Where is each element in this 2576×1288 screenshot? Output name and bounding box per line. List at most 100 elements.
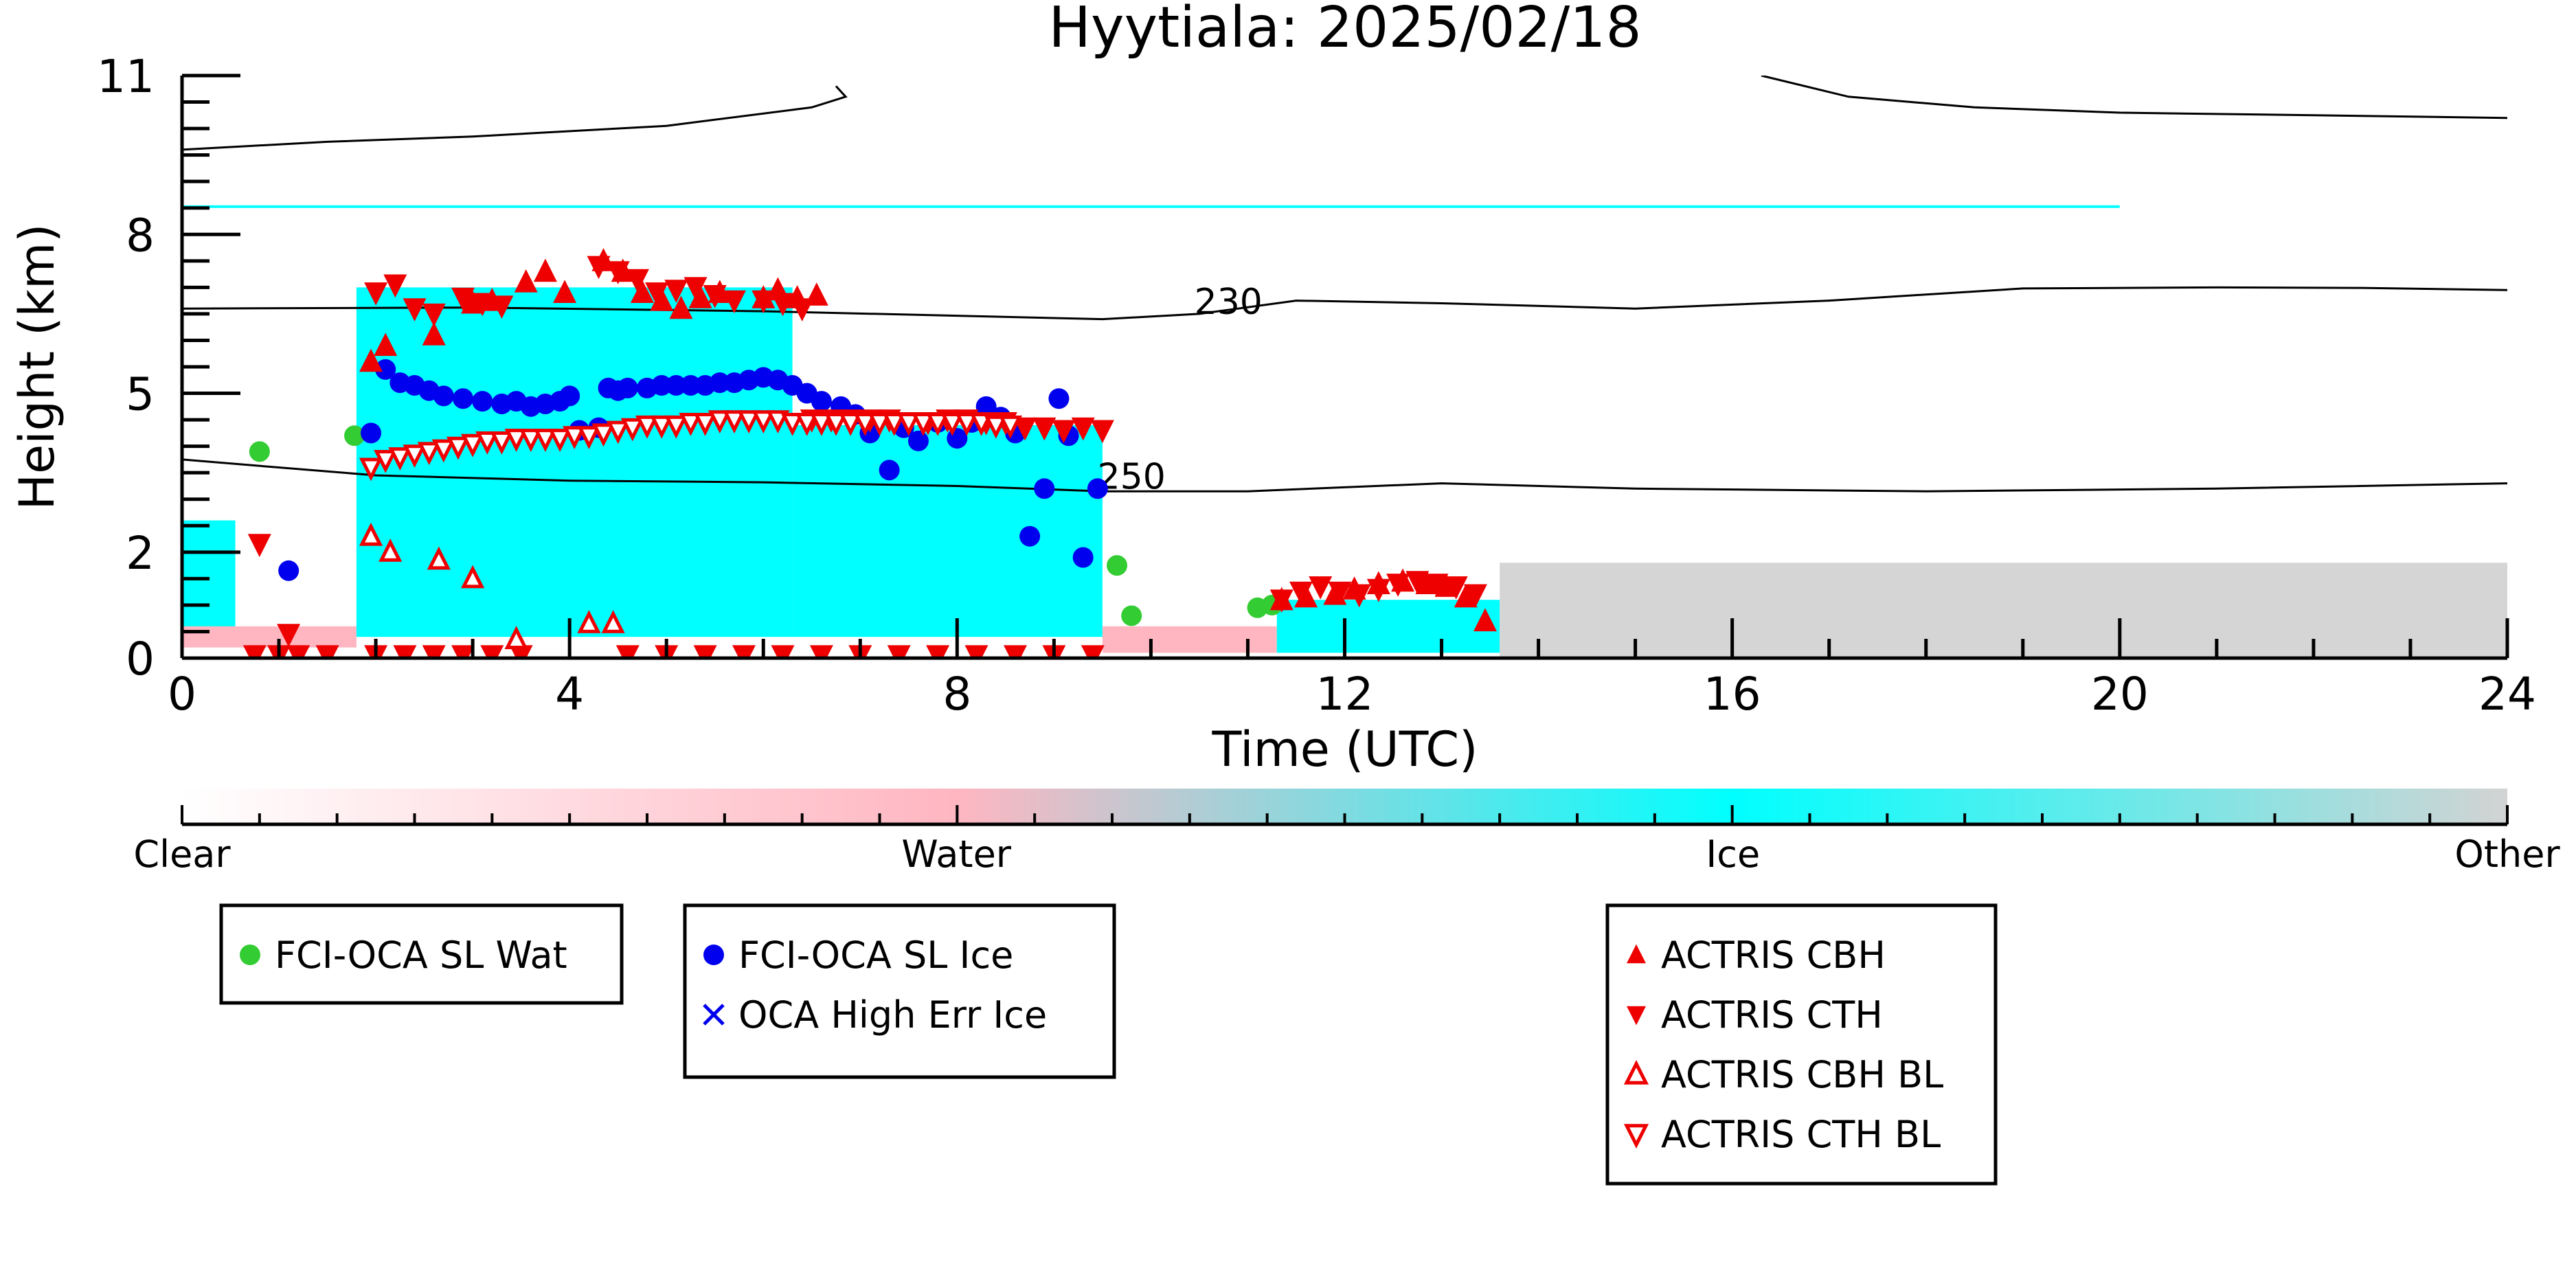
legend-frame bbox=[1605, 903, 1998, 1186]
legend-marker bbox=[703, 945, 724, 965]
point bbox=[732, 645, 756, 658]
point bbox=[896, 413, 920, 436]
point bbox=[975, 396, 997, 417]
point bbox=[431, 439, 455, 463]
y-tick-label: 0 bbox=[126, 633, 155, 686]
x-tick-label: 4 bbox=[555, 668, 584, 721]
legend-label: FCI-OCA SL Wat bbox=[275, 934, 567, 977]
series-5 bbox=[359, 522, 625, 649]
series-0 bbox=[249, 425, 1283, 626]
point bbox=[1444, 576, 1468, 600]
point bbox=[388, 447, 412, 471]
region-water-4 bbox=[1102, 626, 1277, 653]
point bbox=[625, 269, 649, 293]
point bbox=[664, 280, 688, 303]
point bbox=[403, 298, 427, 321]
point bbox=[709, 372, 730, 394]
point bbox=[403, 444, 427, 468]
point bbox=[683, 277, 708, 301]
point bbox=[461, 433, 485, 457]
point bbox=[559, 385, 580, 407]
point bbox=[964, 645, 988, 658]
point bbox=[940, 413, 964, 436]
point bbox=[379, 538, 403, 562]
point bbox=[752, 290, 776, 314]
axes: 0 4 8 12 16 20 24 0 2 5 8 11 bbox=[97, 50, 2536, 721]
point bbox=[504, 626, 528, 649]
point bbox=[680, 374, 701, 396]
point bbox=[790, 298, 814, 321]
colorbar: Clear Water Ice Other bbox=[133, 789, 2560, 876]
point bbox=[926, 413, 950, 436]
point bbox=[1013, 417, 1037, 441]
point bbox=[1425, 574, 1449, 597]
region-ice-2 bbox=[356, 287, 793, 637]
point bbox=[601, 610, 625, 633]
point bbox=[1034, 478, 1055, 499]
colorbar-ticks bbox=[181, 805, 2509, 824]
point bbox=[422, 303, 446, 327]
point bbox=[853, 413, 877, 436]
point bbox=[679, 413, 703, 436]
contour-line-2-0 bbox=[182, 85, 848, 151]
x-tick-label: 24 bbox=[2478, 668, 2536, 721]
point bbox=[1004, 645, 1027, 658]
point bbox=[868, 413, 892, 436]
point bbox=[795, 413, 819, 436]
point bbox=[1366, 578, 1390, 602]
legend-marker-b bbox=[703, 1004, 725, 1026]
legend-1: FCI-OCA SL Ice OCA High Err Ice bbox=[683, 903, 1116, 1079]
legend-label: ACTRIS CTH BL bbox=[1661, 1113, 1941, 1156]
point bbox=[926, 645, 950, 658]
legend-label: ACTRIS CTH bbox=[1661, 993, 1883, 1037]
point bbox=[1121, 605, 1142, 626]
point bbox=[1087, 478, 1108, 499]
point bbox=[771, 645, 795, 658]
point bbox=[969, 413, 993, 436]
x-ticks: 0 4 8 12 16 20 24 bbox=[168, 618, 2536, 721]
contour-line-2-1 bbox=[1761, 76, 2507, 120]
point bbox=[998, 415, 1022, 439]
point bbox=[519, 429, 543, 452]
point bbox=[374, 450, 398, 473]
point bbox=[1052, 420, 1076, 444]
point bbox=[315, 645, 339, 658]
point bbox=[882, 413, 906, 436]
y-axis-label: Height (km) bbox=[9, 224, 65, 510]
point bbox=[824, 413, 848, 436]
point bbox=[446, 436, 471, 460]
point bbox=[472, 391, 493, 412]
x-tick-label: 8 bbox=[942, 668, 971, 721]
series-1 bbox=[278, 359, 1108, 581]
point bbox=[606, 420, 630, 444]
point bbox=[664, 415, 688, 439]
point bbox=[651, 374, 673, 396]
legend-marker bbox=[1627, 944, 1646, 964]
y-tick-label: 5 bbox=[126, 368, 155, 421]
point bbox=[361, 422, 382, 444]
point bbox=[427, 546, 451, 570]
point bbox=[533, 258, 557, 282]
point bbox=[553, 280, 577, 303]
point bbox=[453, 388, 474, 409]
point bbox=[591, 423, 615, 447]
point bbox=[1347, 584, 1371, 608]
point bbox=[359, 348, 383, 372]
point bbox=[577, 610, 601, 633]
point bbox=[809, 645, 833, 658]
y-tick-label: 2 bbox=[126, 527, 155, 580]
chart-title: Hyytiala: 2025/02/18 bbox=[1048, 0, 1641, 60]
point bbox=[650, 287, 674, 311]
point bbox=[375, 359, 396, 380]
point bbox=[620, 418, 644, 442]
point bbox=[364, 282, 388, 306]
y-tick-label: 8 bbox=[126, 209, 155, 262]
point bbox=[1090, 420, 1114, 444]
colorbar-labels: Clear Water Ice Other bbox=[133, 833, 2560, 876]
x-tick-label: 0 bbox=[168, 668, 196, 721]
point bbox=[666, 374, 687, 396]
legend-frame bbox=[683, 903, 1116, 1079]
point bbox=[504, 429, 528, 452]
point bbox=[1454, 584, 1478, 608]
